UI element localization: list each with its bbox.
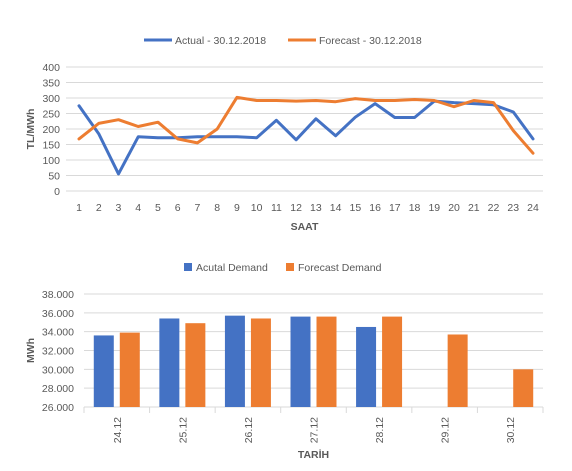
bar-forecast-demand bbox=[316, 316, 337, 407]
x-tick-label: 7 bbox=[195, 202, 201, 214]
x-tick-label: 2 bbox=[96, 202, 102, 214]
x-tick-label: 16 bbox=[369, 202, 381, 214]
x-tick-label: 21 bbox=[468, 202, 480, 214]
bar-forecast-demand bbox=[447, 334, 468, 407]
y-tick-label: 100 bbox=[42, 155, 60, 167]
y-axis-title: MWh bbox=[25, 338, 37, 363]
x-tick-label: 3 bbox=[116, 202, 122, 214]
bar-forecast-demand bbox=[185, 323, 206, 407]
y-tick-label: 200 bbox=[42, 124, 60, 136]
y-tick-label: 36.000 bbox=[42, 308, 74, 320]
y-tick-label: 50 bbox=[48, 171, 60, 183]
x-axis-title: SAAT bbox=[291, 221, 319, 233]
x-tick-label: 15 bbox=[350, 202, 362, 214]
x-tick-label: 18 bbox=[409, 202, 421, 214]
bar-forecast-demand bbox=[119, 332, 140, 407]
legend-swatch-forecast-demand bbox=[286, 263, 294, 271]
bar-actual-demand bbox=[356, 326, 377, 407]
x-tick-label: 22 bbox=[488, 202, 500, 214]
x-tick-label: 24 bbox=[527, 202, 539, 214]
x-tick-label: 20 bbox=[448, 202, 460, 214]
x-tick-label: 9 bbox=[234, 202, 240, 214]
y-tick-label: 34.000 bbox=[42, 327, 74, 339]
x-tick-label: 30.12 bbox=[505, 417, 517, 443]
legend-label-forecast-demand: Forecast Demand bbox=[298, 262, 382, 274]
y-tick-label: 28.000 bbox=[42, 383, 74, 395]
y-tick-label: 32.000 bbox=[42, 346, 74, 358]
x-tick-label: 5 bbox=[155, 202, 161, 214]
y-tick-label: 38.000 bbox=[42, 289, 74, 301]
series-line-forecast bbox=[77, 95, 535, 155]
y-tick-label: 150 bbox=[42, 140, 60, 152]
hourly-price-line-chart: Actual - 30.12.2018 Forecast - 30.12.2018… bbox=[25, 35, 543, 233]
x-tick-label: 17 bbox=[389, 202, 401, 214]
x-tick-label: 4 bbox=[135, 202, 141, 214]
bar-actual-demand bbox=[93, 335, 114, 407]
y-tick-label: 300 bbox=[42, 93, 60, 105]
y-tick-label: 30.000 bbox=[42, 364, 74, 376]
x-tick-label: 10 bbox=[251, 202, 263, 214]
x-tick-label: 19 bbox=[428, 202, 440, 214]
legend-label-actual-demand: Acutal Demand bbox=[196, 262, 268, 274]
legend-label-actual: Actual - 30.12.2018 bbox=[175, 35, 266, 47]
x-tick-label: 27.12 bbox=[309, 417, 321, 443]
x-tick-label: 1 bbox=[76, 202, 82, 214]
x-tick-label: 26.12 bbox=[243, 417, 255, 443]
daily-demand-bar-chart: Acutal Demand Forecast Demand 26.000 28.000… bbox=[25, 262, 544, 461]
x-tick-label: 29.12 bbox=[440, 417, 452, 443]
x-tick-label: 14 bbox=[330, 202, 342, 214]
y-tick-label: 350 bbox=[42, 78, 60, 90]
y-tick-label: 0 bbox=[54, 186, 60, 198]
bar-actual-demand bbox=[159, 318, 180, 407]
x-tick-label: 12 bbox=[290, 202, 302, 214]
legend-label-forecast: Forecast - 30.12.2018 bbox=[319, 35, 422, 47]
bar-forecast-demand bbox=[513, 369, 534, 407]
y-tick-label: 400 bbox=[42, 62, 60, 74]
x-tick-label: 11 bbox=[271, 202, 282, 214]
y-tick-label: 250 bbox=[42, 109, 60, 121]
x-tick-label: 8 bbox=[214, 202, 220, 214]
y-tick-label: 26.000 bbox=[42, 402, 74, 414]
series-line-actual bbox=[77, 99, 535, 176]
x-tick-label: 25.12 bbox=[177, 417, 189, 443]
bar-actual-demand bbox=[290, 316, 311, 407]
x-tick-label: 23 bbox=[507, 202, 519, 214]
legend-swatch-actual-demand bbox=[184, 263, 192, 271]
x-tick-label: 13 bbox=[310, 202, 322, 214]
bar-forecast-demand bbox=[250, 318, 271, 407]
bar-actual-demand bbox=[224, 315, 245, 407]
y-axis-title: TL/MWh bbox=[25, 109, 37, 150]
bar-forecast-demand bbox=[382, 316, 403, 407]
x-tick-label: 6 bbox=[175, 202, 181, 214]
x-axis-title: TARİH bbox=[298, 448, 329, 461]
x-tick-label: 24.12 bbox=[112, 417, 124, 443]
x-tick-label: 28.12 bbox=[374, 417, 386, 443]
